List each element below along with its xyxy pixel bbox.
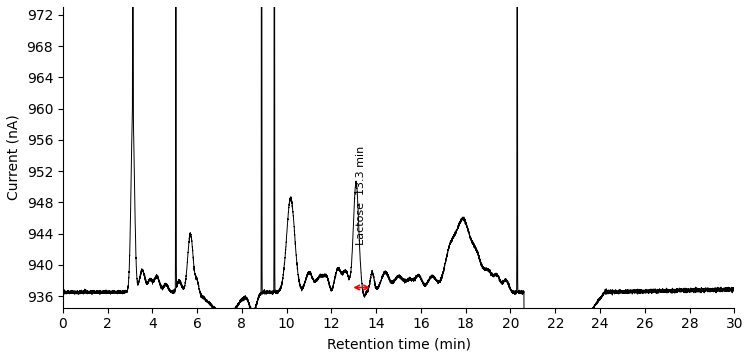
Text: Lactose  13.3 min: Lactose 13.3 min <box>356 146 365 245</box>
X-axis label: Retention time (min): Retention time (min) <box>326 337 470 351</box>
Y-axis label: Current (nA): Current (nA) <box>7 115 21 200</box>
